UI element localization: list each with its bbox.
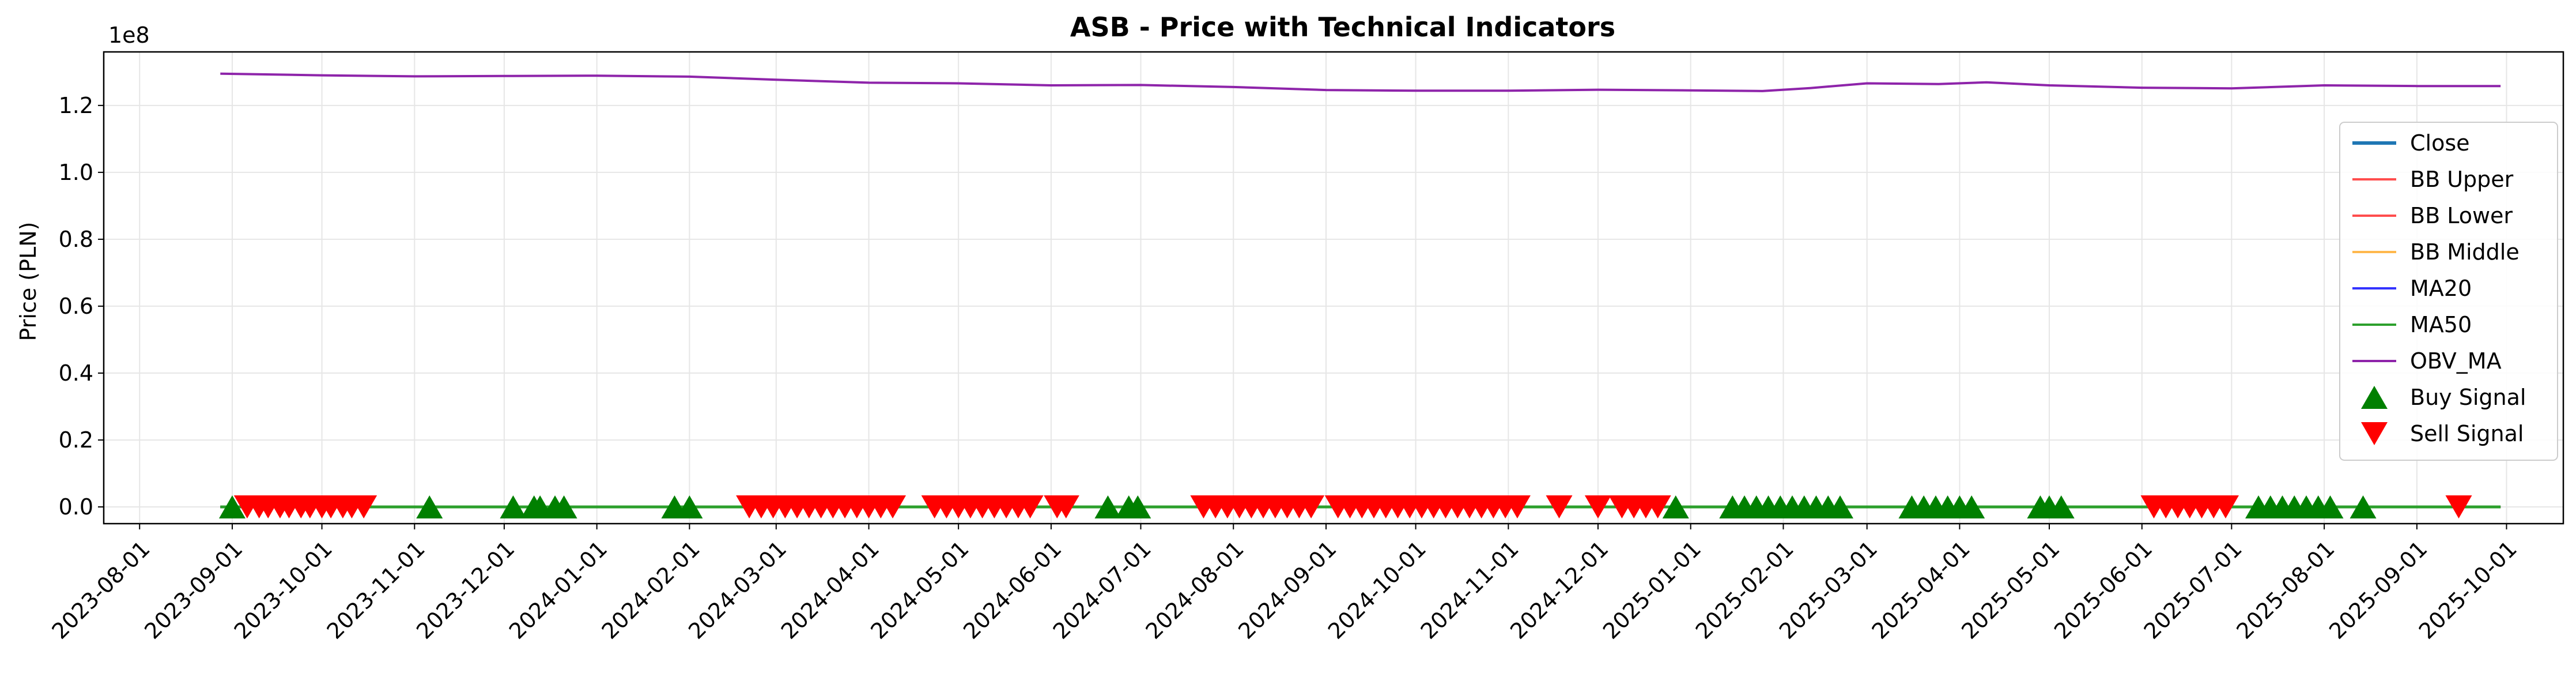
sell-signal-marker [2212, 495, 2239, 518]
sell-signal-marker [1298, 495, 1325, 518]
legend: Close BB Upper BB Lower BB Middle MA20 MA50 OB… [2339, 122, 2558, 461]
buy-signal-marker [1094, 495, 1121, 518]
series-line-obv-ma [220, 72, 2501, 92]
legend-label-sell-signal: Sell Signal [2410, 421, 2524, 446]
grid-layer [104, 52, 2563, 524]
legend-key-sell-signal [2361, 422, 2388, 445]
legend-label-bb-middle: BB Middle [2410, 239, 2520, 265]
y-offset-text: 1e8 [108, 22, 150, 48]
sell-signal-marker [1504, 495, 1531, 518]
sell-signal-marker [1017, 495, 1044, 518]
legend-label-close: Close [2410, 130, 2470, 156]
sell-signal-marker [1584, 495, 1611, 518]
plot-area-frame [103, 51, 2564, 525]
sell-signal-marker [1644, 495, 1671, 518]
sell-signal-marker [879, 495, 906, 518]
sell-signal-marker [350, 495, 377, 518]
buy-signal-marker [2350, 495, 2377, 518]
y-tick-label: 0.0 [59, 494, 93, 520]
legend-label-obv-ma: OBV_MA [2410, 348, 2502, 374]
buy-signal-marker [500, 495, 527, 518]
sell-signal-marker [1052, 495, 1079, 518]
legend-label-bb-upper: BB Upper [2410, 167, 2514, 192]
sell-signal-marker [2445, 495, 2472, 518]
y-tick-label: 1.2 [59, 93, 93, 118]
legend-label-bb-lower: BB Lower [2410, 203, 2513, 228]
buy-signal-marker [1662, 495, 1689, 518]
y-axis-label: Price (PLN) [16, 222, 41, 341]
buy-signal-marker [1958, 495, 1985, 518]
y-tick-label: 0.4 [59, 360, 93, 386]
buy-signal-marker [1124, 495, 1151, 518]
legend-key-buy-signal [2361, 386, 2388, 409]
sell-signal-marker [1546, 495, 1573, 518]
buy-signal-marker [218, 495, 245, 518]
buy-signal-marker [676, 495, 703, 518]
y-tick-label: 0.6 [59, 294, 93, 319]
buy-signal-marker [1827, 495, 1854, 518]
signal-layer [218, 495, 2472, 518]
y-tick-label: 0.8 [59, 227, 93, 252]
buy-signal-marker [550, 495, 577, 518]
legend-label-ma20: MA20 [2410, 276, 2472, 301]
legend-label-ma50: MA50 [2410, 312, 2472, 337]
legend-label-buy-signal: Buy Signal [2410, 385, 2526, 410]
y-tick-label: 0.2 [59, 427, 93, 453]
y-tick-label: 1.0 [59, 160, 93, 185]
buy-signal-marker [2048, 495, 2075, 518]
legend-box [2339, 122, 2558, 461]
buy-signal-marker [2317, 495, 2344, 518]
chart-title: ASB - Price with Technical Indicators [1070, 12, 1615, 43]
buy-signal-marker [416, 495, 443, 518]
